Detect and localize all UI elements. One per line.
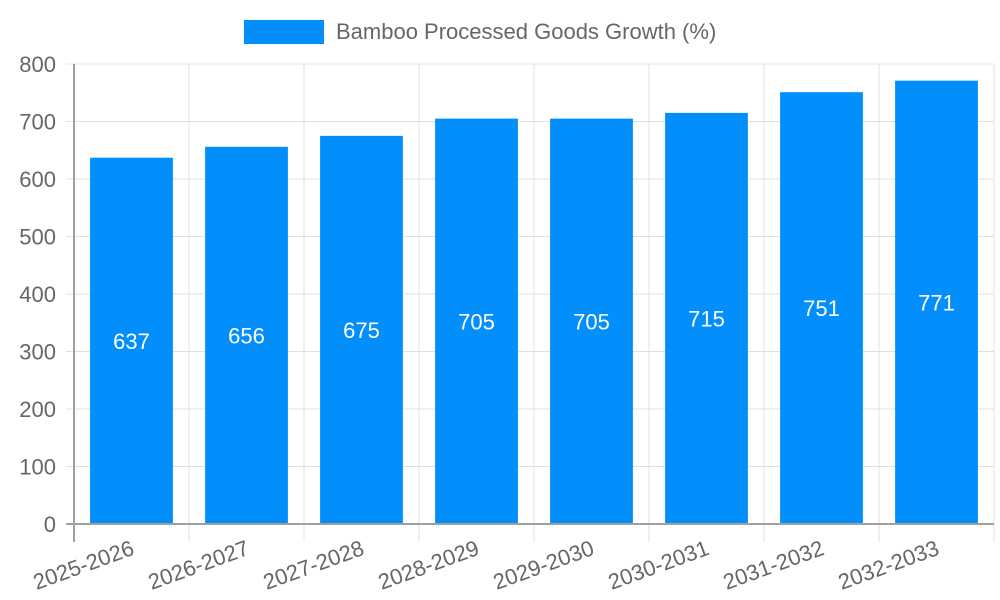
bar — [435, 118, 518, 524]
y-tick-label: 200 — [19, 397, 56, 422]
x-tick-label: 2030-2031 — [605, 535, 712, 594]
legend-swatch — [244, 20, 324, 44]
bar-value-label: 715 — [688, 306, 725, 331]
y-tick-label: 700 — [19, 110, 56, 135]
y-tick-label: 0 — [44, 512, 56, 537]
chart-legend[interactable]: Bamboo Processed Goods Growth (%) — [244, 19, 716, 45]
y-tick-label: 100 — [19, 455, 56, 480]
bar — [90, 157, 173, 524]
y-tick-label: 400 — [19, 282, 56, 307]
x-tick-label: 2027-2028 — [260, 535, 367, 594]
bar-value-label: 675 — [343, 318, 380, 343]
x-tick-label: 2026-2027 — [145, 535, 252, 594]
bar — [895, 80, 978, 525]
bar-value-label: 705 — [458, 309, 495, 334]
bar — [665, 112, 748, 524]
y-tick-label: 300 — [19, 340, 56, 365]
x-tick-label: 2025-2026 — [30, 535, 137, 594]
bar — [550, 118, 633, 524]
bar — [205, 146, 288, 525]
bar — [320, 135, 403, 524]
bar-value-label: 771 — [918, 290, 955, 315]
x-tick-label: 2029-2030 — [490, 535, 597, 594]
bar-value-label: 637 — [113, 329, 150, 354]
x-tick-label: 2028-2029 — [375, 535, 482, 594]
bar-value-label: 705 — [573, 309, 610, 334]
bar-value-label: 751 — [803, 296, 840, 321]
y-tick-label: 600 — [19, 167, 56, 192]
x-tick-label: 2032-2033 — [835, 535, 942, 594]
y-tick-label: 500 — [19, 225, 56, 250]
bar-value-label: 656 — [228, 323, 265, 348]
x-tick-label: 2031-2032 — [720, 535, 827, 594]
bar — [780, 92, 863, 525]
legend-label: Bamboo Processed Goods Growth (%) — [336, 19, 717, 44]
y-tick-label: 800 — [19, 52, 56, 77]
